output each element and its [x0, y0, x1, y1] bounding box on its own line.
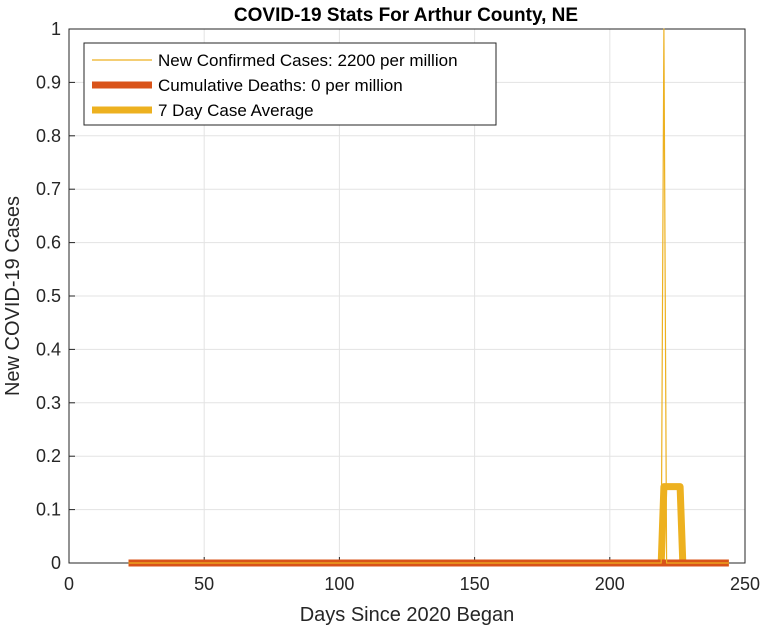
- series: [128, 28, 729, 567]
- legend-label-0: New Confirmed Cases: 2200 per million: [158, 51, 458, 70]
- chart-title: COVID-19 Stats For Arthur County, NE: [234, 5, 578, 26]
- y-tick-label: 0.9: [36, 72, 61, 92]
- y-tick-label: 0.1: [36, 500, 61, 520]
- y-tick-label: 0: [51, 553, 61, 573]
- x-tick-label: 0: [64, 574, 74, 594]
- y-axis-label: New COVID-19 Cases: [2, 196, 24, 396]
- y-tick-label: 0.7: [36, 179, 61, 199]
- x-tick-label: 250: [730, 574, 760, 594]
- y-tick-label: 0.2: [36, 446, 61, 466]
- x-tick-label: 150: [460, 574, 490, 594]
- legend-label-1: Cumulative Deaths: 0 per million: [158, 76, 403, 95]
- y-tick-label: 1: [51, 19, 61, 39]
- y-tick-label: 0.4: [36, 339, 61, 359]
- y-tick-label: 0.3: [36, 393, 61, 413]
- y-tick-label: 0.6: [36, 233, 61, 253]
- y-axis: 0 0.1 0.2 0.3 0.4 0.5 0.6 0.7 0.8 0.9 1: [36, 19, 75, 573]
- x-tick-label: 100: [324, 574, 354, 594]
- y-tick-label: 0.8: [36, 126, 61, 146]
- legend: New Confirmed Cases: 2200 per million Cum…: [83, 42, 497, 126]
- x-tick-label: 50: [194, 574, 214, 594]
- x-tick-label: 200: [595, 574, 625, 594]
- legend-label-2: 7 Day Case Average: [158, 101, 314, 120]
- y-tick-label: 0.5: [36, 286, 61, 306]
- series-line-0: [128, 28, 729, 564]
- legend-box: [83, 42, 497, 126]
- x-axis-label: Days Since 2020 Began: [300, 604, 515, 626]
